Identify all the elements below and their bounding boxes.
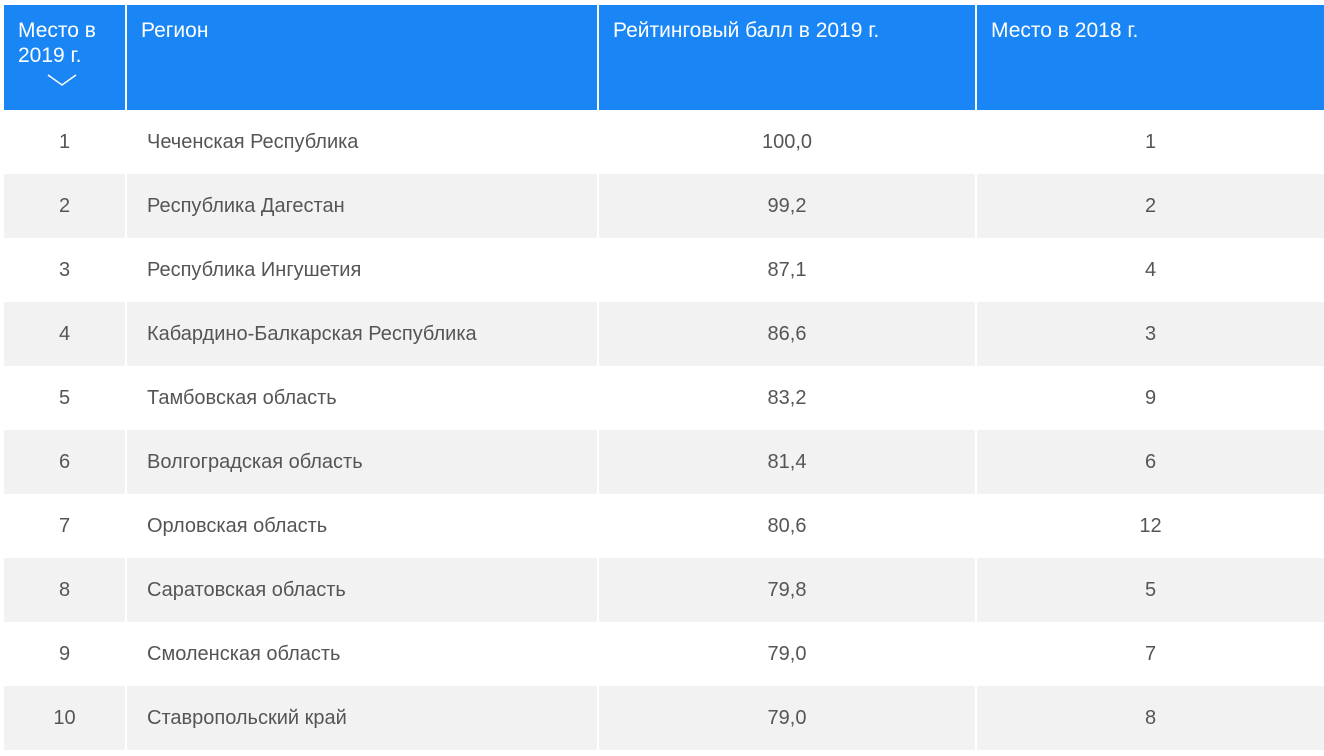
- cell-place-2018: 2: [975, 174, 1324, 238]
- cell-place-2019: 8: [4, 558, 125, 622]
- table-row: 2 Республика Дагестан 99,2 2: [4, 174, 1324, 238]
- cell-region: Тамбовская область: [125, 366, 597, 430]
- column-header-label: Регион: [141, 19, 209, 42]
- cell-region: Кабардино-Балкарская Республика: [125, 302, 597, 366]
- cell-score-2019: 80,6: [597, 494, 975, 558]
- column-header-region[interactable]: Регион: [125, 5, 597, 110]
- column-header-place-2019[interactable]: Место в 2019 г.: [4, 5, 125, 110]
- table-row: 7 Орловская область 80,6 12: [4, 494, 1324, 558]
- table-row: 10 Ставропольский край 79,0 8: [4, 686, 1324, 750]
- cell-place-2018: 3: [975, 302, 1324, 366]
- cell-region: Чеченская Республика: [125, 110, 597, 174]
- cell-score-2019: 100,0: [597, 110, 975, 174]
- cell-region: Орловская область: [125, 494, 597, 558]
- cell-place-2018: 4: [975, 238, 1324, 302]
- cell-score-2019: 99,2: [597, 174, 975, 238]
- cell-place-2018: 12: [975, 494, 1324, 558]
- cell-place-2019: 5: [4, 366, 125, 430]
- cell-place-2019: 7: [4, 494, 125, 558]
- ranking-table: Место в 2019 г. Регион Рейтинговый балл …: [4, 5, 1324, 750]
- cell-score-2019: 87,1: [597, 238, 975, 302]
- cell-place-2018: 6: [975, 430, 1324, 494]
- column-header-score-2019[interactable]: Рейтинговый балл в 2019 г.: [597, 5, 975, 110]
- cell-score-2019: 81,4: [597, 430, 975, 494]
- table-body: 1 Чеченская Республика 100,0 1 2 Республ…: [4, 110, 1324, 750]
- cell-place-2019: 2: [4, 174, 125, 238]
- cell-place-2019: 1: [4, 110, 125, 174]
- cell-place-2019: 6: [4, 430, 125, 494]
- cell-region: Республика Дагестан: [125, 174, 597, 238]
- table-row: 5 Тамбовская область 83,2 9: [4, 366, 1324, 430]
- cell-score-2019: 79,0: [597, 622, 975, 686]
- table-header: Место в 2019 г. Регион Рейтинговый балл …: [4, 5, 1324, 110]
- column-header-label: Место в 2018 г.: [991, 19, 1139, 42]
- cell-score-2019: 86,6: [597, 302, 975, 366]
- column-header-label: Место в 2019 г.: [18, 19, 96, 67]
- cell-region: Ставропольский край: [125, 686, 597, 750]
- cell-place-2018: 8: [975, 686, 1324, 750]
- chevron-down-icon[interactable]: [46, 72, 78, 88]
- cell-score-2019: 79,8: [597, 558, 975, 622]
- cell-place-2018: 1: [975, 110, 1324, 174]
- cell-region: Волгоградская область: [125, 430, 597, 494]
- header-row: Место в 2019 г. Регион Рейтинговый балл …: [4, 5, 1324, 110]
- table-row: 3 Республика Ингушетия 87,1 4: [4, 238, 1324, 302]
- table-row: 6 Волгоградская область 81,4 6: [4, 430, 1324, 494]
- cell-score-2019: 79,0: [597, 686, 975, 750]
- cell-place-2018: 9: [975, 366, 1324, 430]
- column-header-place-2018[interactable]: Место в 2018 г.: [975, 5, 1324, 110]
- cell-region: Смоленская область: [125, 622, 597, 686]
- table-row: 9 Смоленская область 79,0 7: [4, 622, 1324, 686]
- cell-place-2019: 4: [4, 302, 125, 366]
- table-row: 8 Саратовская область 79,8 5: [4, 558, 1324, 622]
- cell-place-2019: 10: [4, 686, 125, 750]
- cell-place-2018: 7: [975, 622, 1324, 686]
- cell-place-2018: 5: [975, 558, 1324, 622]
- cell-place-2019: 9: [4, 622, 125, 686]
- cell-score-2019: 83,2: [597, 366, 975, 430]
- cell-region: Республика Ингушетия: [125, 238, 597, 302]
- table-row: 4 Кабардино-Балкарская Республика 86,6 3: [4, 302, 1324, 366]
- cell-region: Саратовская область: [125, 558, 597, 622]
- column-header-label: Рейтинговый балл в 2019 г.: [613, 19, 880, 42]
- table-row: 1 Чеченская Республика 100,0 1: [4, 110, 1324, 174]
- cell-place-2019: 3: [4, 238, 125, 302]
